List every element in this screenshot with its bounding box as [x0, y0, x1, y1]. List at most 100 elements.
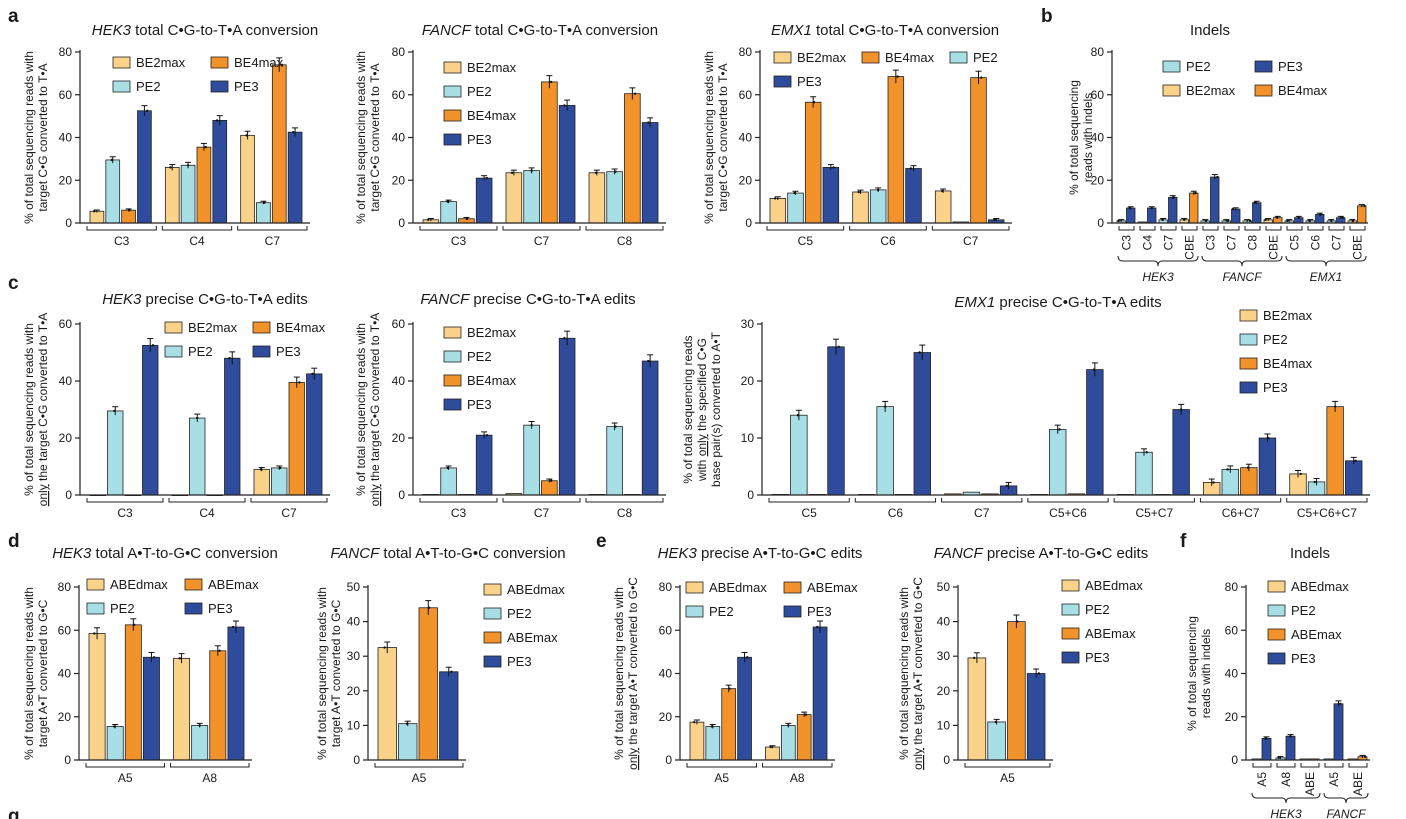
legend-label: BE2max: [136, 55, 186, 70]
chart-title-rest: total C•G-to-T•A conversion: [131, 22, 318, 39]
replicate-dot: [857, 190, 860, 194]
replicate-dot: [994, 720, 997, 724]
bar-pe2: [180, 164, 196, 224]
legend-swatch-be4max: [1239, 357, 1258, 370]
y-tick-label: 40: [58, 667, 72, 681]
legend-swatch-abedmax: [483, 583, 502, 596]
replicate-dot: [614, 425, 617, 428]
legend-label: ABEmax: [208, 577, 259, 592]
bar-abedmax: [967, 657, 987, 761]
replicate-dot: [218, 649, 221, 652]
category-label: C5+C7: [1135, 506, 1173, 520]
legend-label: PE3: [797, 74, 822, 89]
replicate-dot: [832, 166, 835, 169]
replicate-dot: [1194, 191, 1197, 195]
replicate-dot: [883, 405, 887, 408]
bar-abedmax: [689, 721, 705, 761]
bar-pe3: [827, 346, 845, 496]
legend-label: ABEmax: [807, 580, 858, 595]
replicate-dot: [746, 656, 749, 659]
y-axis-label-part: the target C•G converted to T•A: [368, 313, 382, 485]
y-tick-label: 40: [739, 131, 753, 145]
category-label: C3: [114, 234, 130, 248]
legend-label: BE2max: [467, 60, 517, 75]
y-tick-label: 20: [1091, 173, 1105, 187]
bar-pe2: [271, 467, 288, 496]
category-label: C4: [189, 234, 205, 248]
bar-pe2: [107, 410, 124, 496]
bar-be4max: [1189, 192, 1199, 224]
category-label: C3: [451, 234, 467, 248]
legend: ABEdmax PE2 ABEmax PE3: [483, 582, 565, 669]
replicate-dot: [1277, 756, 1280, 760]
chart-title: FANCF total C•G-to-T•A conversion: [422, 22, 658, 39]
replicate-dot: [1226, 219, 1230, 223]
replicate-dot: [1179, 408, 1183, 411]
category-bracket: [502, 498, 581, 503]
y-tick-label: 20: [347, 684, 361, 698]
panel-letter-b: b: [1041, 6, 1053, 27]
bar-be4max: [541, 480, 558, 496]
legend-label: PE3: [208, 601, 233, 616]
y-tick-label: 10: [741, 431, 755, 445]
legend-label: PE2: [1263, 332, 1288, 347]
category-label: C3: [117, 506, 133, 520]
replicate-dot: [530, 423, 533, 427]
chart-title-gene: FANCF: [934, 545, 984, 562]
replicate-dot: [993, 218, 996, 221]
legend-label: PE3: [807, 604, 832, 619]
bar-pe3: [1210, 176, 1220, 224]
replicate-dot: [837, 345, 840, 348]
category-bracket: [1307, 226, 1324, 231]
legend-label: BE2max: [467, 325, 517, 340]
replicate-dot: [563, 337, 566, 340]
replicate-dot: [427, 606, 431, 609]
chart-title-rest: precise C•G-to-T•A edits: [469, 291, 635, 308]
category-bracket: [1265, 226, 1282, 231]
y-axis-label: only the target C•G converted to T•A: [36, 313, 50, 507]
category-bracket: [1027, 498, 1109, 503]
category-label: C4: [199, 506, 215, 520]
category-label: C7: [281, 506, 297, 520]
chart-e2: FANCF precise A•T-to-G•C edits % of total…: [897, 545, 1148, 785]
y-tick-label: 0: [65, 216, 72, 230]
y-tick-label: 30: [347, 649, 361, 663]
replicate-dot: [196, 416, 199, 420]
category-bracket: [585, 498, 664, 503]
chart-title-gene: HEK3: [52, 545, 92, 562]
bar-pe3: [812, 626, 828, 761]
category-label: C4: [1141, 235, 1155, 251]
legend: BE2max PE2 BE4max PE3: [443, 325, 517, 412]
legend-swatch-pe3: [443, 133, 462, 146]
y-tick-label: 60: [392, 88, 406, 102]
bar-pe2: [1049, 429, 1067, 496]
y-tick-label: 0: [943, 753, 950, 767]
replicate-dot: [1183, 218, 1186, 221]
replicate-dot: [1351, 219, 1355, 223]
y-tick-label: 60: [59, 88, 73, 102]
replicate-dot: [1253, 201, 1257, 204]
category-label: A8: [202, 771, 217, 785]
y-tick-label: 0: [398, 216, 405, 230]
category-label: C7: [265, 234, 281, 248]
category-label: C5: [798, 234, 814, 248]
bar-pe2: [1221, 468, 1239, 496]
chart-title-gene: FANCF: [330, 545, 380, 562]
bar-pe3: [822, 167, 840, 224]
bar-pe3: [224, 357, 241, 496]
category-label: C7: [1225, 235, 1239, 251]
replicate-dot: [1319, 213, 1322, 216]
y-tick-label: 40: [1225, 667, 1239, 681]
y-axis-label-only: only: [911, 748, 925, 770]
legend-swatch-be4max: [1254, 84, 1273, 97]
replicate-dot: [1246, 466, 1250, 469]
chart-title-gene: FANCF: [420, 291, 470, 308]
replicate-dot: [1212, 481, 1215, 484]
legend-label: BE2max: [1263, 308, 1313, 323]
y-tick-label: 0: [1231, 753, 1238, 767]
replicate-dot: [1058, 428, 1061, 431]
panel-letter-g: g: [8, 806, 20, 819]
y-tick-label: 20: [937, 684, 951, 698]
bar-pe3: [439, 671, 459, 761]
